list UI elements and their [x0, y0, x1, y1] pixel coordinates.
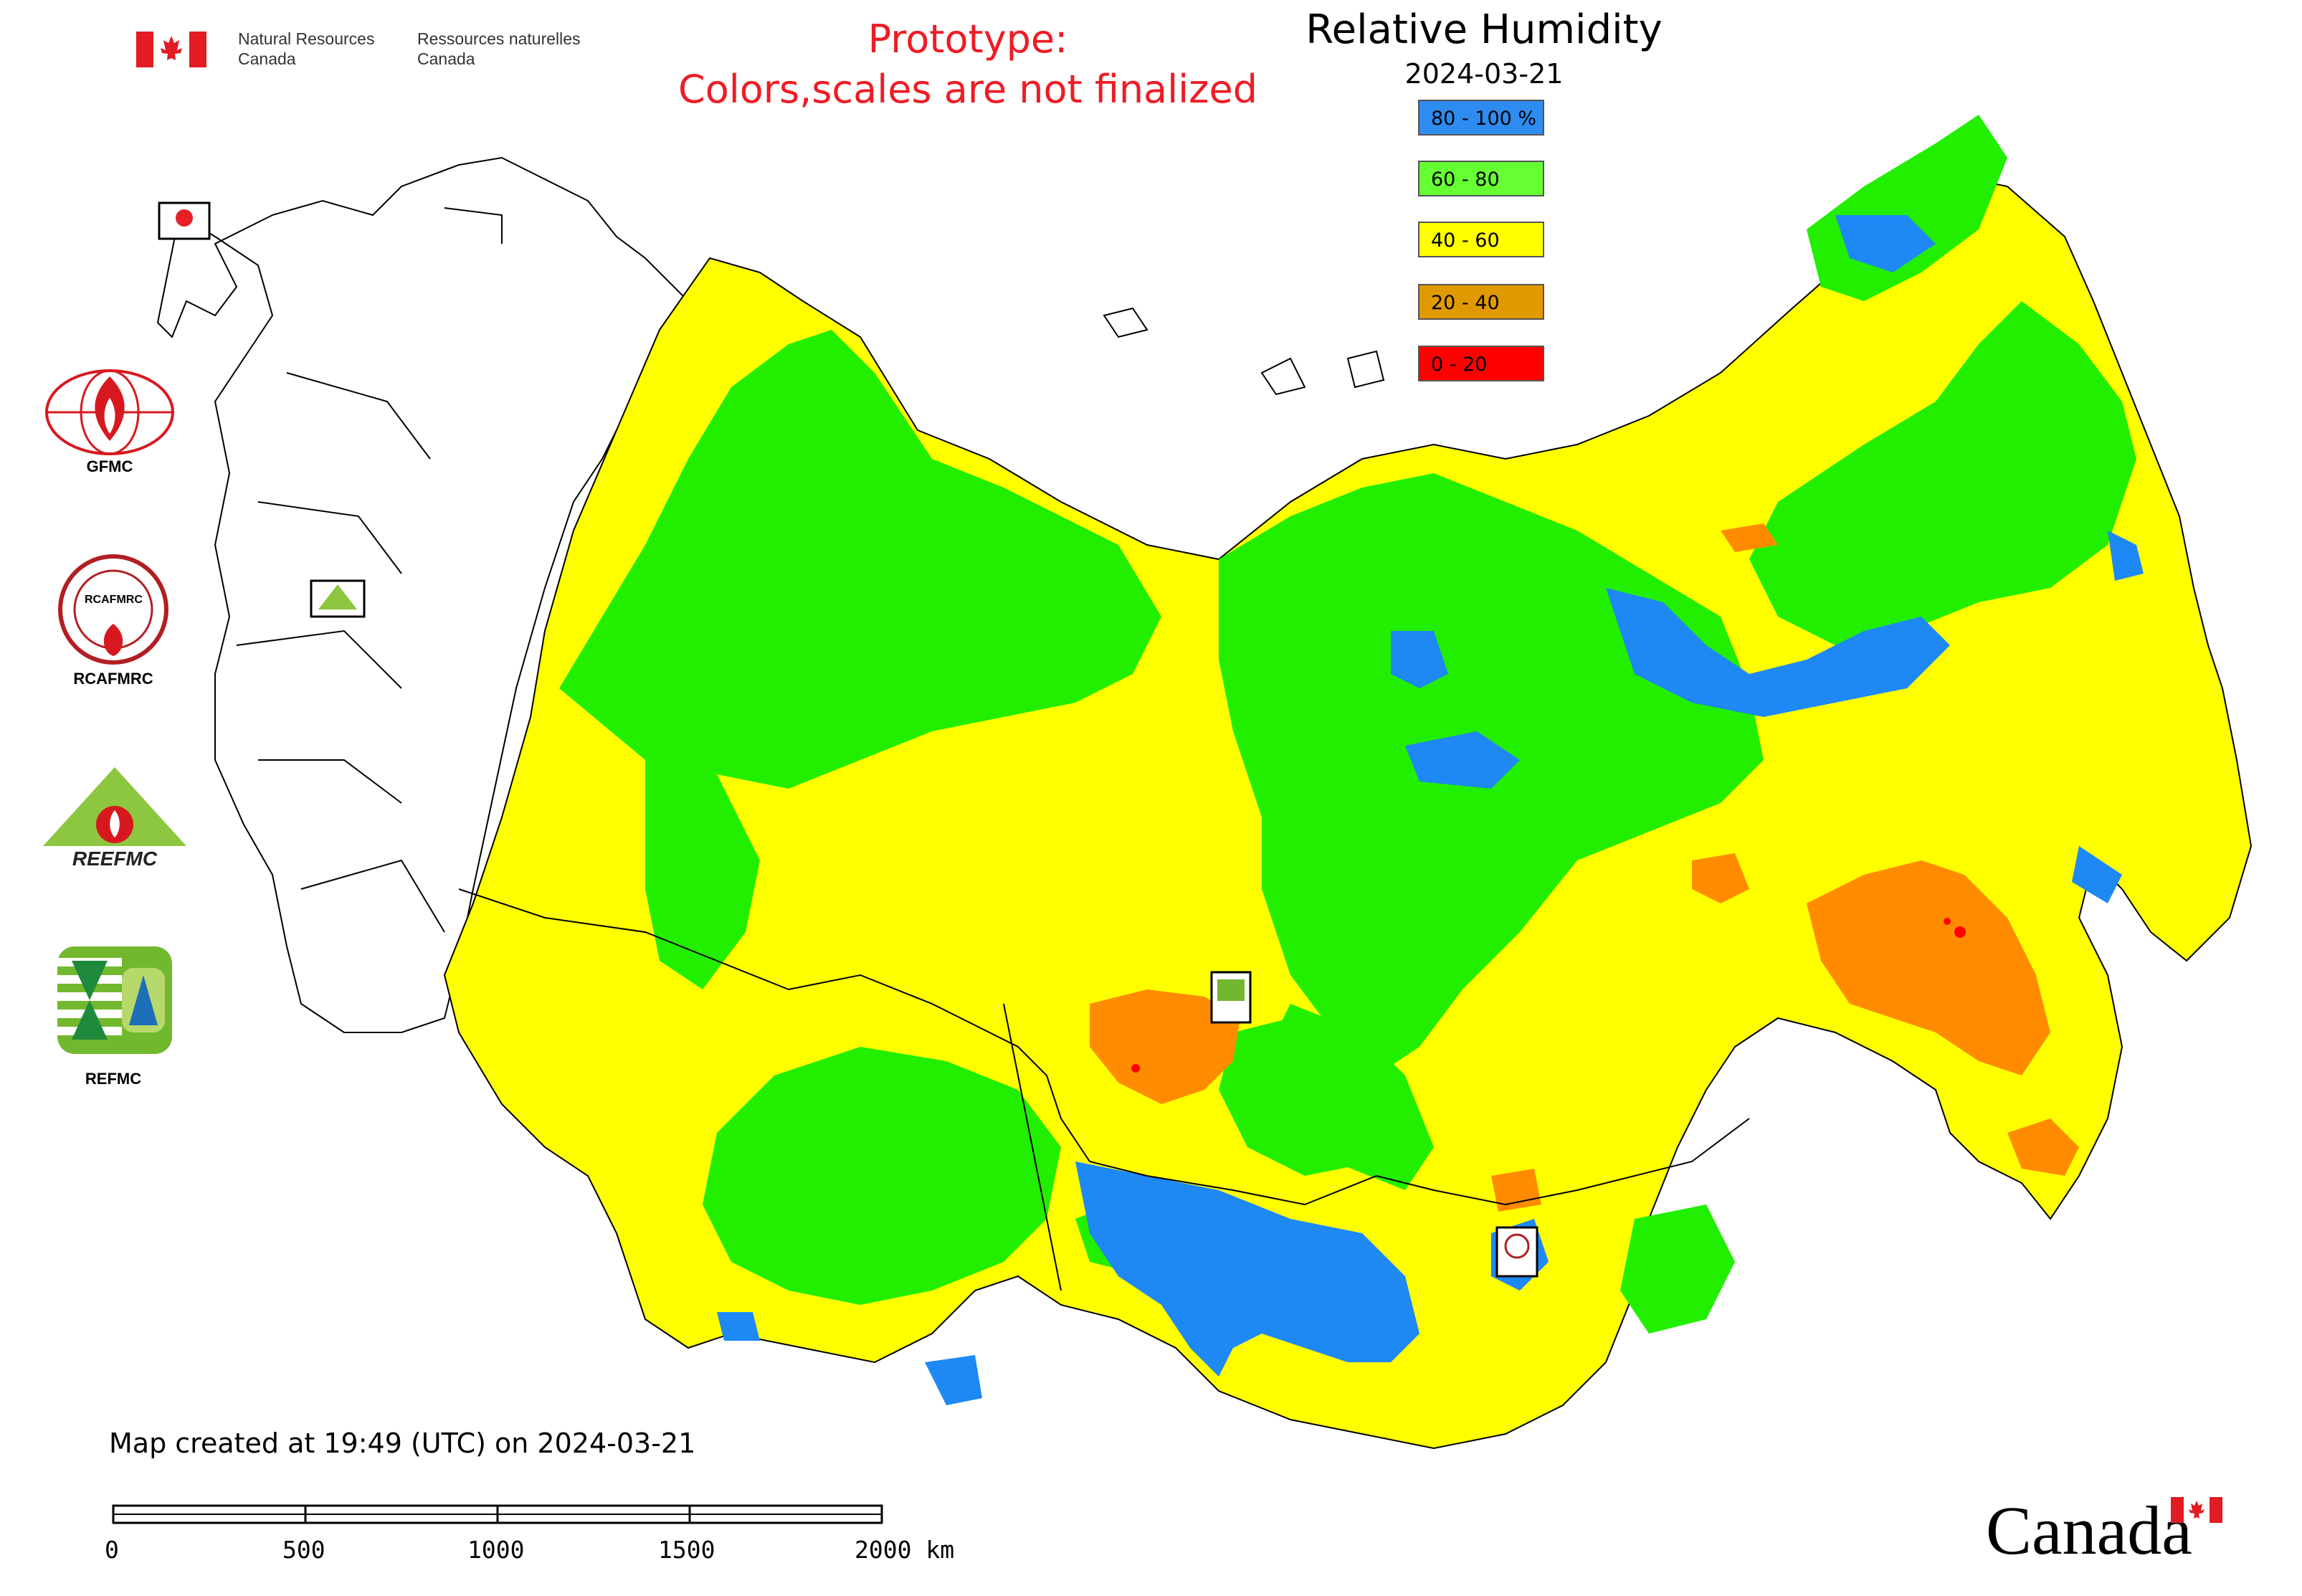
- nrcan-name-english: Natural Resources Canada: [238, 29, 417, 69]
- gfmc-logo-icon: [45, 369, 174, 455]
- reefmc-wordmark: REEFMC: [72, 847, 158, 870]
- humidity-region-red: [1131, 918, 1966, 1073]
- legend-item-20-40: 20 - 40: [1418, 284, 1544, 320]
- canada-flag-icon: [136, 32, 206, 67]
- rcafmrc-caption: RCAFMRC: [73, 670, 153, 688]
- europe-outline: [156, 156, 747, 1033]
- canada-wordmark: Canada: [1986, 1492, 2192, 1569]
- reefmc-logo-icon: [43, 767, 186, 846]
- scale-label-1500: 1500: [658, 1536, 715, 1564]
- refmc-logo-icon: [57, 946, 172, 1054]
- map-created-timestamp: Map created at 19:49 (UTC) on 2024-03-21: [109, 1428, 696, 1459]
- legend-item-40-60: 40 - 60: [1418, 222, 1544, 257]
- prototype-line1: Prototype:: [867, 16, 1068, 62]
- nrcan-fr-line2: Canada: [417, 49, 475, 68]
- scale-label-0: 0: [105, 1536, 119, 1564]
- refmc-caption: REFMC: [85, 1070, 142, 1088]
- wordmark-flag-icon: [2171, 1497, 2222, 1523]
- legend-item-0-20: 0 - 20: [1418, 346, 1544, 381]
- gfmc-caption: GFMC: [86, 457, 133, 475]
- scale-label-1000: 1000: [467, 1536, 525, 1564]
- country-borders: [458, 888, 1750, 1291]
- prototype-notice: Prototype: Colors,scales are not finaliz…: [645, 14, 1290, 115]
- rcafmrc-logo-icon: [58, 554, 168, 665]
- humidity-region-orange: [1090, 523, 2079, 1212]
- map-date: 2024-03-21: [1404, 58, 1564, 90]
- nrcan-en-line1: Natural Resources: [238, 29, 375, 48]
- legend-item-80-100: 80 - 100 %: [1418, 100, 1544, 136]
- scale-bar: [112, 1504, 883, 1524]
- nrcan-name-french: Ressources naturelles Canada: [417, 29, 618, 69]
- map-title: Relative Humidity: [1305, 6, 1663, 53]
- nrcan-fr-line1: Ressources naturelles: [417, 29, 581, 48]
- legend-item-60-80: 60 - 80: [1418, 161, 1544, 196]
- arctic-islands: [1103, 307, 1385, 396]
- scale-label-500: 500: [282, 1536, 325, 1564]
- prototype-line2: Colors,scales are not finalized: [678, 67, 1257, 112]
- rcafmrc-badge-text: RCAFMRC: [85, 594, 143, 606]
- map-badges: [158, 201, 1538, 1278]
- scale-label-2000-km: 2000 km: [855, 1536, 955, 1564]
- nrcan-en-line2: Canada: [238, 49, 296, 68]
